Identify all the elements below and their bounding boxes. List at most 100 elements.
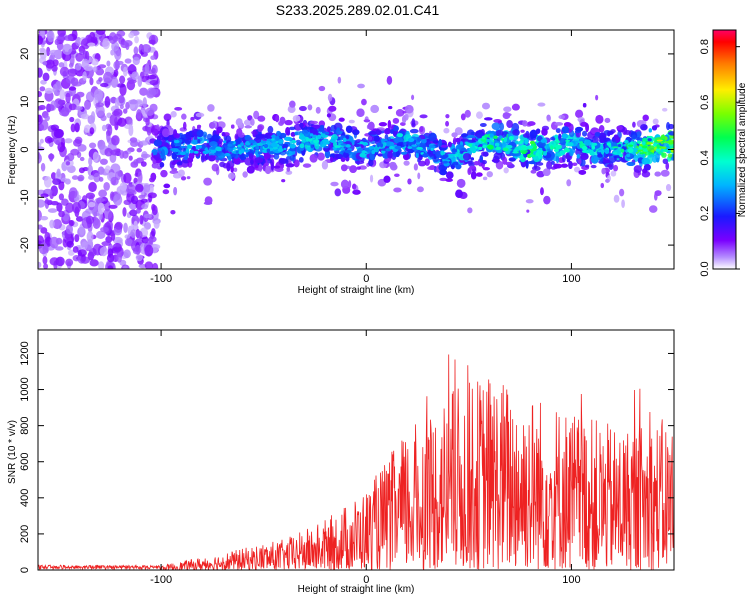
- heatmap-cell: [139, 87, 148, 96]
- heatmap-cell: [118, 94, 125, 104]
- heatmap-peak: [361, 150, 368, 154]
- heatmap-cell: [298, 106, 307, 112]
- heatmap-cell: [82, 50, 88, 61]
- heatmap-cell: [290, 132, 296, 137]
- heatmap-cell: [43, 176, 52, 188]
- heatmap-cell: [493, 152, 503, 160]
- heatmap-cell: [91, 58, 99, 66]
- heatmap-cell: [486, 171, 493, 178]
- top-y-axis-label: Frequency (Hz): [7, 116, 18, 185]
- heatmap-cell: [461, 133, 468, 138]
- heatmap-cell: [74, 234, 80, 243]
- heatmap-cell: [139, 214, 144, 225]
- snr-series-group: [38, 354, 674, 570]
- heatmap-cell: [65, 224, 74, 235]
- heatmap-cell: [409, 128, 419, 134]
- heatmap-cell: [84, 99, 92, 110]
- heatmap-cell: [125, 184, 136, 195]
- heatmap-cell: [38, 35, 44, 45]
- heatmap-cell: [90, 111, 96, 123]
- heatmap-cell: [103, 71, 113, 84]
- heatmap-cell: [169, 170, 179, 175]
- heatmap-cell: [87, 42, 96, 47]
- colorbar-tick-label: 0.6: [699, 95, 711, 110]
- heatmap-cell: [281, 179, 286, 183]
- heatmap-cell: [177, 169, 185, 177]
- heatmap-cell: [129, 209, 138, 217]
- heatmap-cell: [144, 62, 150, 75]
- heatmap-cell: [600, 182, 605, 189]
- heatmap-peak: [500, 138, 505, 141]
- heatmap-cell: [233, 167, 238, 172]
- heatmap-peak: [530, 140, 535, 145]
- heatmap-cell: [562, 154, 566, 163]
- heatmap-peak: [248, 139, 256, 144]
- heatmap-cell: [88, 181, 97, 193]
- heatmap-cell: [49, 236, 59, 249]
- heatmap-peak: [642, 149, 648, 152]
- heatmap-cell: [524, 138, 529, 145]
- heatmap-cell: [491, 122, 501, 131]
- heatmap-cell: [93, 88, 103, 101]
- heatmap-cell: [374, 135, 380, 142]
- heatmap-peak: [420, 139, 427, 144]
- heatmap-cell: [107, 124, 113, 136]
- heatmap-peak: [306, 147, 311, 152]
- heatmap-cell: [527, 121, 536, 126]
- heatmap-cell: [38, 224, 43, 230]
- heatmap-peak: [482, 144, 487, 149]
- heatmap-cell: [309, 153, 318, 163]
- heatmap-cell: [289, 148, 296, 152]
- heatmap-peak: [581, 149, 589, 153]
- heatmap-cell: [144, 244, 154, 257]
- heatmap-cell: [59, 66, 70, 77]
- heatmap-cell: [72, 201, 81, 214]
- heatmap-cell: [114, 48, 122, 61]
- heatmap-cell: [140, 198, 148, 203]
- heatmap-cell: [137, 75, 143, 88]
- heatmap-cell: [427, 166, 435, 171]
- heatmap-cell: [651, 125, 658, 131]
- heatmap-cell: [522, 120, 528, 127]
- top-x-tick-label: -100: [150, 273, 172, 285]
- heatmap-cell: [77, 174, 85, 182]
- top-x-tick-label: 100: [562, 273, 580, 285]
- heatmap-peak: [623, 144, 627, 147]
- heatmap-cell: [279, 116, 286, 125]
- heatmap-peak: [209, 146, 217, 150]
- heatmap-peak: [381, 148, 387, 151]
- heatmap-peak: [486, 138, 491, 143]
- heatmap-cell: [181, 113, 187, 120]
- heatmap-cell: [384, 127, 391, 134]
- heatmap-cell: [80, 256, 90, 264]
- heatmap-cell: [583, 139, 592, 146]
- heatmap-cell: [632, 140, 637, 148]
- heatmap-cell: [279, 132, 287, 139]
- heatmap-cell: [462, 152, 472, 161]
- heatmap-cell: [55, 246, 64, 251]
- heatmap-cell: [252, 129, 257, 138]
- heatmap-cell: [633, 165, 642, 173]
- heatmap-cell: [136, 147, 143, 153]
- heatmap-peak: [448, 153, 455, 156]
- heatmap-cell: [616, 125, 623, 131]
- heatmap-peak: [187, 144, 193, 149]
- heatmap-peak: [513, 149, 518, 153]
- heatmap-cell: [130, 140, 139, 148]
- heatmap-cell: [110, 49, 115, 56]
- heatmap-cell: [451, 132, 458, 138]
- heatmap-cell: [273, 165, 281, 169]
- heatmap-cell: [46, 104, 55, 112]
- heatmap-cell: [65, 161, 71, 166]
- heatmap-cell: [58, 210, 65, 218]
- heatmap-cell: [284, 136, 292, 141]
- heatmap-cell: [69, 116, 75, 123]
- heatmap-cell: [623, 130, 632, 136]
- heatmap-cell: [40, 215, 49, 221]
- heatmap-peak: [266, 138, 273, 142]
- heatmap-cell: [44, 87, 54, 94]
- heatmap-cell: [106, 253, 115, 263]
- heatmap-cell: [503, 106, 512, 113]
- heatmap-cell: [357, 83, 365, 89]
- heatmap-cell: [243, 119, 252, 126]
